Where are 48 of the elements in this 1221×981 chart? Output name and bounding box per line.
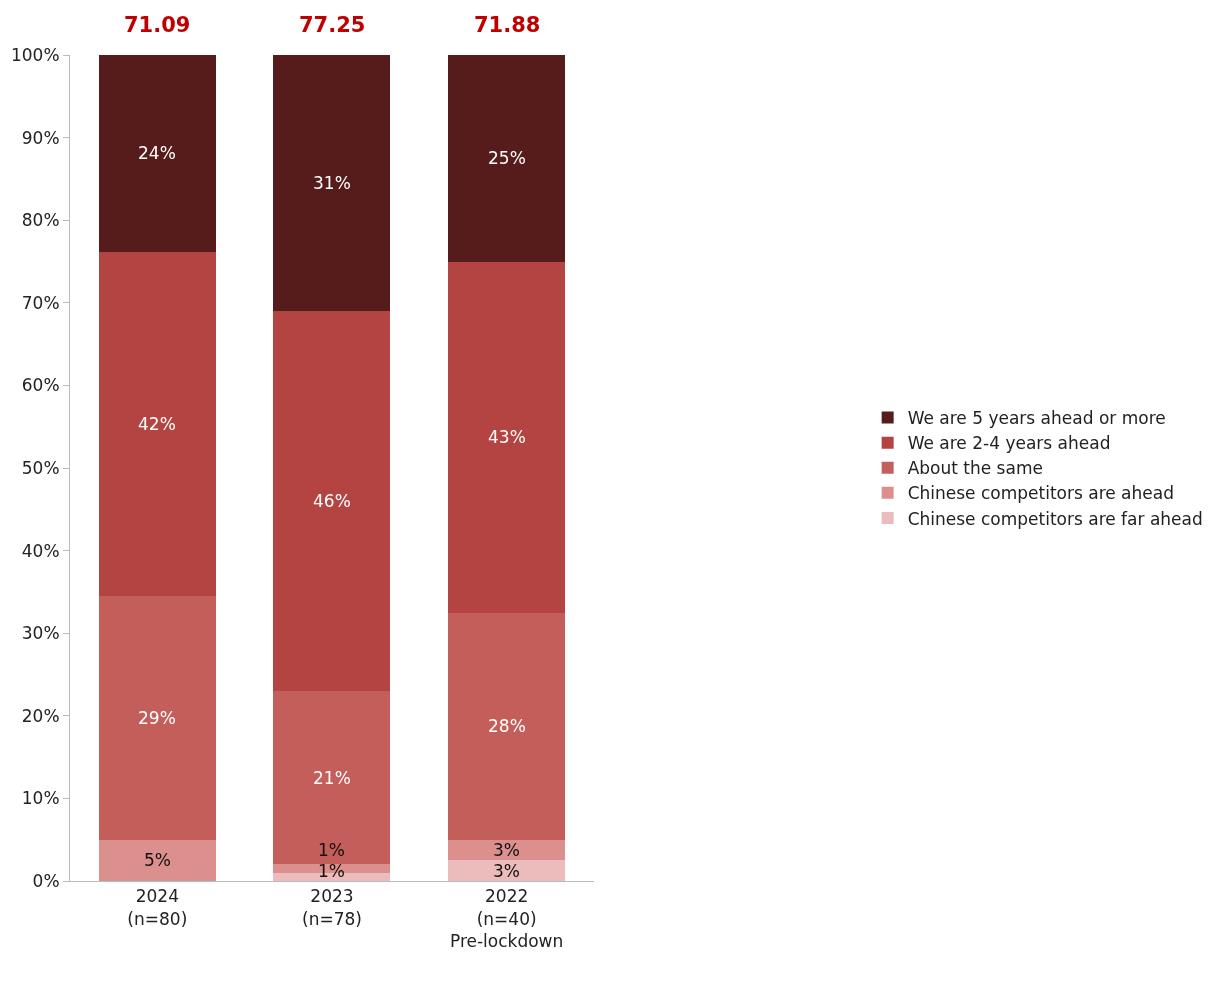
bar [448,55,566,262]
y-tick-label: 40% [21,540,60,561]
data-label: 1% [318,861,345,881]
x-tick-label: 2023 (n=78) [302,886,362,929]
bar [448,261,566,613]
x-tick-label: 2024 (n=80) [127,886,188,929]
y-tick-label: 10% [21,788,60,809]
bar [448,839,566,861]
text: 71.88 [474,13,541,37]
y-tick-label: 90% [21,127,60,148]
text: 71.09 [124,13,191,37]
data-label: 28% [488,716,526,736]
bar [98,55,216,252]
bar [448,612,566,840]
x-tick-label: 2022 (n=40) Pre-lockdown [449,886,564,951]
legend-label: Chinese competitors are ahead [907,483,1174,504]
y-tick-label: 50% [21,457,60,478]
data-label: 3% [493,840,520,860]
data-label: 43% [488,427,526,447]
data-label: 3% [493,861,520,881]
data-label: 29% [138,708,176,728]
y-tick-label: 60% [21,375,60,396]
legend-label: We are 2-4 years ahead [907,433,1111,454]
bar [98,839,216,881]
legend-label: Chinese competitors are far ahead [907,508,1203,529]
y-tick-label: 0% [32,870,60,891]
data-label: 21% [313,768,351,788]
data-label: 5% [144,850,171,870]
y-tick-label: 20% [21,705,60,726]
y-tick-label: 80% [21,210,60,231]
bar [273,55,391,312]
legend-label: About the same [907,458,1043,479]
y-tick-label: 30% [21,623,60,644]
data-label: 25% [488,148,526,168]
data-label: 46% [313,491,351,511]
bar [273,691,391,865]
y-tick-label: 70% [21,292,60,313]
bar [98,251,216,597]
bar [273,311,391,692]
y-tick-label: 100% [10,44,60,65]
legend-label: We are 5 years ahead or more [907,408,1166,429]
data-label: 24% [138,143,176,163]
bar [448,860,566,881]
data-label: 42% [138,414,176,434]
text: 77.25 [299,13,366,37]
data-label: 1% [318,840,345,860]
data-label: 31% [313,173,351,193]
bar [98,596,216,840]
